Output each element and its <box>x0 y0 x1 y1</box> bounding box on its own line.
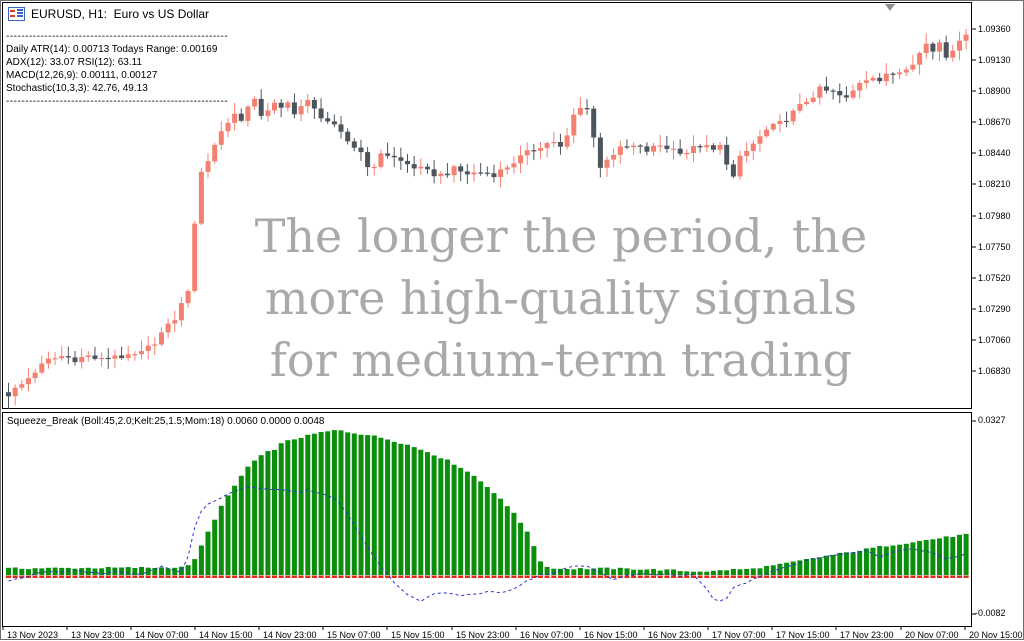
time-axis-label: 20 Nov 15:00 <box>969 630 1023 640</box>
price-axis-label: 1.08440 <box>978 148 1011 158</box>
time-axis-label: 17 Nov 15:00 <box>776 630 830 640</box>
time-axis-label: 16 Nov 23:00 <box>648 630 702 640</box>
info-line-atr: Daily ATR(14): 0.00713 Todays Range: 0.0… <box>6 44 218 55</box>
indicator-info-block: ----------------------------------------… <box>6 30 228 108</box>
time-axis-label: 13 Nov 2023 <box>7 630 59 640</box>
time-axis-label: 16 Nov 07:00 <box>520 630 574 640</box>
chart-icon <box>8 7 25 21</box>
indicator-name-label: Squeeze_Break (Boll:45,2.0;Kelt:25,1.5;M… <box>7 416 325 427</box>
time-axis-label: 14 Nov 23:00 <box>263 630 317 640</box>
watermark-line-1: The longer the period, the <box>254 209 868 263</box>
price-axis-label: 1.09360 <box>978 24 1011 34</box>
info-separator-top: ----------------------------------------… <box>6 31 229 42</box>
price-axis-label: 1.07290 <box>978 304 1011 314</box>
info-line-macd: MACD(12,26,9): 0.00111, 0.00127 <box>6 70 158 81</box>
time-axis-label: 20 Nov 07:00 <box>905 630 959 640</box>
chart-shift-marker-icon[interactable] <box>885 4 895 11</box>
price-axis-label: 1.07750 <box>978 242 1011 252</box>
time-axis-label: 17 Nov 23:00 <box>840 630 894 640</box>
price-axis-label: 1.09130 <box>978 55 1011 65</box>
indicator-axis-min-label: -0.0082 <box>975 608 1006 618</box>
price-axis-label: 1.08210 <box>978 179 1011 189</box>
price-axis-label: 1.07980 <box>978 211 1011 221</box>
time-axis-label: 15 Nov 23:00 <box>456 630 510 640</box>
time-axis-label: 14 Nov 15:00 <box>199 630 253 640</box>
price-axis-label: 1.07060 <box>978 335 1011 345</box>
price-axis-label: 1.08670 <box>978 117 1011 127</box>
info-line-stochastic: Stochastic(10,3,3): 42.76, 49.13 <box>6 83 148 94</box>
watermark-text: The longer the period, the more high-qua… <box>97 205 1024 391</box>
time-axis-label: 16 Nov 15:00 <box>584 630 638 640</box>
watermark-line-2: more high-quality signals <box>264 271 858 325</box>
info-separator-bottom: ----------------------------------------… <box>6 96 229 107</box>
time-axis-label: 15 Nov 07:00 <box>327 630 381 640</box>
price-axis-label: 1.06830 <box>978 366 1011 376</box>
time-axis-label: 14 Nov 07:00 <box>135 630 189 640</box>
time-axis-label: 13 Nov 23:00 <box>71 630 125 640</box>
indicator-axis-max-label: 0.0327 <box>978 415 1006 425</box>
price-axis-label: 1.07520 <box>978 273 1011 283</box>
chart-title: EURUSD, H1: Euro vs US Dollar <box>31 7 210 21</box>
price-axis-label: 1.08900 <box>978 86 1011 96</box>
watermark-line-3: for medium-term trading <box>269 333 853 387</box>
chart-title-row: EURUSD, H1: Euro vs US Dollar <box>8 7 209 21</box>
time-axis-label: 17 Nov 07:00 <box>712 630 766 640</box>
time-axis-label: 15 Nov 15:00 <box>391 630 445 640</box>
info-line-adx-rsi: ADX(12): 33.07 RSI(12): 63.11 <box>6 57 142 68</box>
